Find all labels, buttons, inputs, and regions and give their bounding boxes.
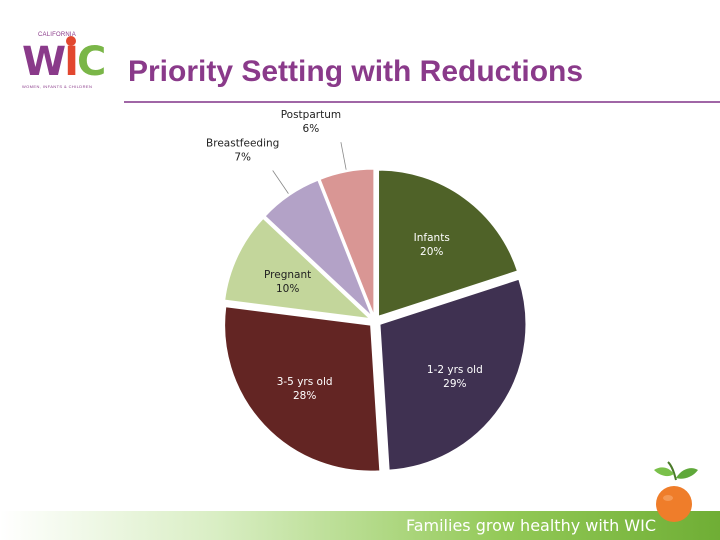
pie-slice bbox=[264, 179, 373, 317]
slice-value-label: 7% bbox=[234, 151, 251, 163]
pie-slice-group: 1-2 yrs old 29% bbox=[379, 278, 527, 471]
pie-slice bbox=[378, 169, 519, 317]
pie-chart: Infants 20% 1-2 yrs old 29% 3-5 yrs old 28% Pr… bbox=[180, 109, 560, 485]
footer-tagline: Families grow healthy with WIC bbox=[405, 516, 656, 535]
slice-label: 3-5 yrs old bbox=[277, 376, 333, 388]
pie-slice bbox=[224, 217, 372, 320]
pie-slice-group: 3-5 yrs old 28% bbox=[224, 306, 381, 472]
logo-letter-w: W bbox=[22, 39, 66, 85]
slice-label: Infants bbox=[414, 232, 450, 244]
pie-slice-group: Infants 20% bbox=[378, 169, 519, 317]
apple-icon bbox=[66, 36, 76, 46]
slice-value-label: 28% bbox=[293, 390, 316, 402]
slice-label: 1-2 yrs old bbox=[427, 364, 483, 376]
slice-label: Postpartum bbox=[281, 109, 341, 121]
pie-slice bbox=[224, 306, 381, 472]
slice-value-label: 20% bbox=[420, 246, 443, 258]
wic-logo: CALIFORNIA WIC WOMEN, INFANTS & CHILDREN bbox=[22, 32, 114, 94]
title-divider bbox=[124, 101, 720, 103]
slice-label: Pregnant bbox=[264, 269, 311, 281]
slide-title: Priority Setting with Reductions bbox=[128, 55, 584, 88]
pie-slice bbox=[379, 278, 527, 471]
orange-icon bbox=[654, 461, 698, 522]
pie-slice-group: Breastfeeding 7% bbox=[206, 137, 373, 317]
footer-bar bbox=[0, 511, 720, 540]
pie-slice bbox=[319, 168, 375, 316]
logo-letter-i: I bbox=[64, 39, 79, 85]
logo-state-text: CALIFORNIA bbox=[38, 32, 77, 38]
slice-value-label: 29% bbox=[443, 378, 466, 390]
slice-value-label: 6% bbox=[303, 123, 320, 135]
logo-letter-c: C bbox=[77, 39, 106, 85]
leader-line bbox=[340, 142, 347, 170]
slice-value-label: 10% bbox=[276, 283, 299, 295]
slice-label: Breastfeeding bbox=[206, 137, 279, 149]
pie-chart-svg: Infants 20% 1-2 yrs old 29% 3-5 yrs old 28% Pr… bbox=[206, 109, 527, 472]
pie-slice-group: Postpartum 6% bbox=[281, 109, 375, 316]
leader-line bbox=[272, 170, 289, 194]
logo-tagline: WOMEN, INFANTS & CHILDREN bbox=[22, 84, 93, 89]
pie-slice-group: Pregnant 10% bbox=[224, 217, 372, 320]
logo-wordmark: WIC bbox=[22, 39, 106, 85]
